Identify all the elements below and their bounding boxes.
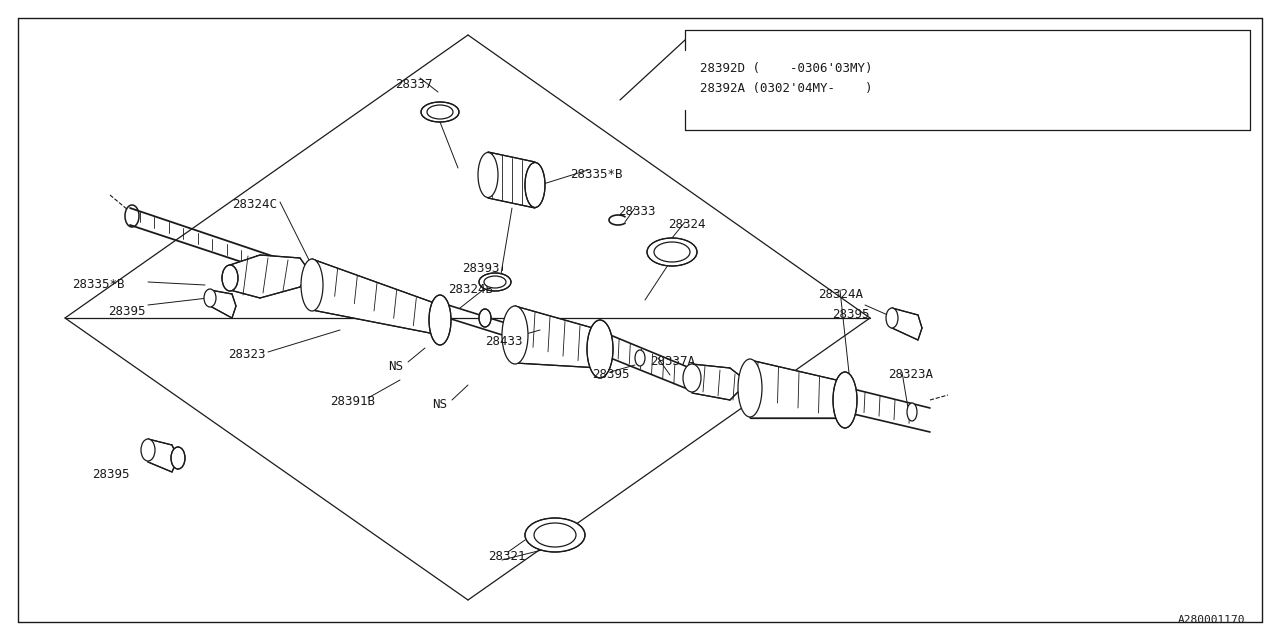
Text: 28337A: 28337A <box>650 355 695 368</box>
Ellipse shape <box>739 359 762 417</box>
Polygon shape <box>221 255 310 298</box>
Ellipse shape <box>534 523 576 547</box>
Polygon shape <box>488 152 535 208</box>
Polygon shape <box>750 360 845 418</box>
Text: 28335*B: 28335*B <box>570 168 622 181</box>
Ellipse shape <box>646 238 698 266</box>
Ellipse shape <box>479 273 511 291</box>
Text: 28395: 28395 <box>108 305 146 318</box>
Polygon shape <box>210 290 236 318</box>
Ellipse shape <box>301 259 323 311</box>
Ellipse shape <box>525 163 545 207</box>
Ellipse shape <box>886 308 899 328</box>
Ellipse shape <box>908 403 916 421</box>
Ellipse shape <box>421 102 460 122</box>
Ellipse shape <box>635 350 645 366</box>
Ellipse shape <box>429 295 451 345</box>
Text: 28324B: 28324B <box>448 283 493 296</box>
Ellipse shape <box>479 309 492 327</box>
Text: 28321: 28321 <box>488 550 526 563</box>
Text: 28395: 28395 <box>92 468 129 481</box>
Polygon shape <box>692 364 748 400</box>
Text: 28392A (0302'04MY-    ): 28392A (0302'04MY- ) <box>700 82 873 95</box>
Ellipse shape <box>428 105 453 119</box>
Text: 28391B: 28391B <box>330 395 375 408</box>
Text: 28392D (    -0306'03MY): 28392D ( -0306'03MY) <box>700 62 873 75</box>
Text: 28324A: 28324A <box>818 288 863 301</box>
Text: 28433: 28433 <box>485 335 522 348</box>
Text: 28393: 28393 <box>462 262 499 275</box>
Polygon shape <box>892 308 922 340</box>
Polygon shape <box>312 259 440 335</box>
Ellipse shape <box>172 447 186 469</box>
Polygon shape <box>148 439 178 472</box>
Ellipse shape <box>484 276 506 288</box>
Text: NS: NS <box>388 360 403 373</box>
Ellipse shape <box>502 306 529 364</box>
Text: NS: NS <box>433 398 447 411</box>
Ellipse shape <box>204 289 216 307</box>
Polygon shape <box>515 306 600 368</box>
Text: 28395: 28395 <box>832 308 869 321</box>
Text: 28337: 28337 <box>396 78 433 91</box>
Text: 28323A: 28323A <box>888 368 933 381</box>
Text: A280001170: A280001170 <box>1178 615 1245 625</box>
Text: 28395: 28395 <box>591 368 630 381</box>
Text: 28324C: 28324C <box>232 198 276 211</box>
Ellipse shape <box>221 265 238 291</box>
Ellipse shape <box>684 364 701 392</box>
Ellipse shape <box>654 242 690 262</box>
Ellipse shape <box>141 439 155 461</box>
Text: 28323: 28323 <box>228 348 265 361</box>
Text: 28333: 28333 <box>618 205 655 218</box>
Ellipse shape <box>525 518 585 552</box>
Ellipse shape <box>588 320 613 378</box>
Text: 28324: 28324 <box>668 218 705 231</box>
Text: 28335*B: 28335*B <box>72 278 124 291</box>
Ellipse shape <box>833 372 858 428</box>
Ellipse shape <box>477 152 498 198</box>
